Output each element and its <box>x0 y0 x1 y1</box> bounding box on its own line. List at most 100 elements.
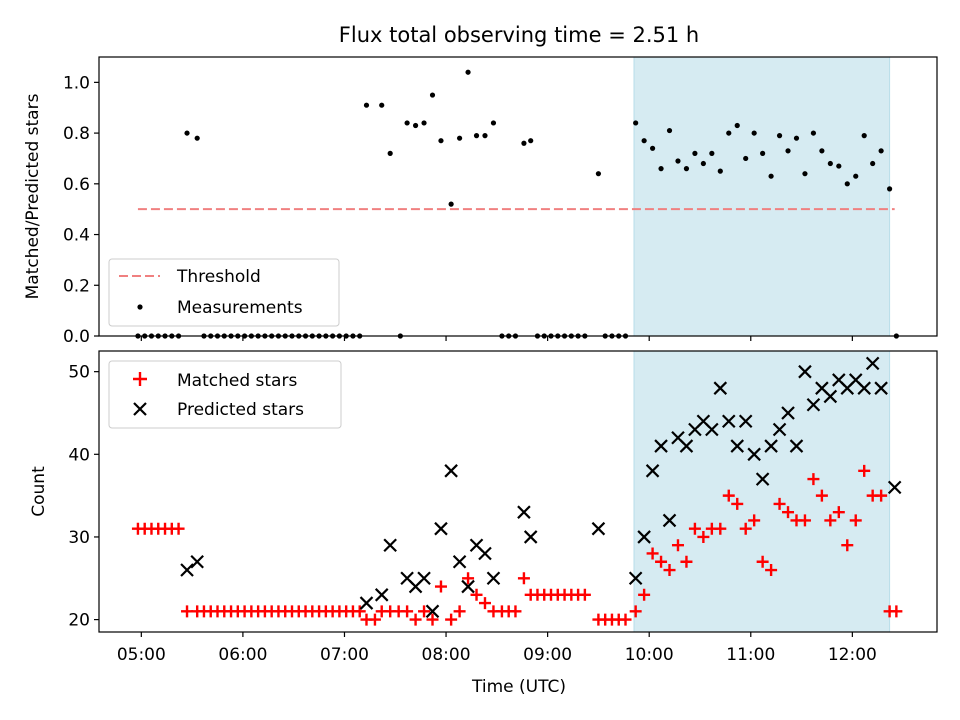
matched-star-point <box>646 547 659 560</box>
matched-star-point <box>722 489 735 502</box>
matched-star-point <box>765 564 778 577</box>
predicted-star-point <box>628 571 643 586</box>
y-tick-label: 0.2 <box>63 276 90 296</box>
y-ticks-top: 0.0 0.2 0.4 0.6 0.8 1.0 <box>63 73 99 347</box>
matched-star-point <box>798 514 811 527</box>
predicted-star-point <box>434 521 448 536</box>
matched-star-point <box>663 564 676 577</box>
y-tick-label: 0.0 <box>63 327 90 347</box>
matched-star-point <box>517 572 530 585</box>
y-tick-label: 40 <box>68 445 90 465</box>
predicted-star-point <box>713 381 728 395</box>
legend-predicted-label: Predicted stars <box>177 400 304 420</box>
predicted-star-point <box>806 397 821 412</box>
predicted-star-point <box>374 588 389 602</box>
measurement-point <box>482 133 488 139</box>
legend-measurements-swatch <box>137 304 143 310</box>
predicted-star-point <box>747 447 761 462</box>
measurement-point <box>649 145 656 151</box>
measurement-point <box>412 122 419 129</box>
predicted-star-point <box>425 604 440 619</box>
measurement-point <box>836 163 842 169</box>
matched-star-point <box>453 605 466 618</box>
matched-star-point <box>401 605 414 618</box>
observing-window-shade-top <box>633 56 891 337</box>
predicted-star-point <box>645 464 660 478</box>
matched-star-point <box>731 497 744 510</box>
matched-star-point <box>782 506 795 519</box>
matched-star-point <box>688 522 701 535</box>
predicted-star-point <box>679 439 694 453</box>
measurement-point <box>853 173 859 179</box>
predicted-star-point <box>637 530 651 544</box>
measurement-point <box>827 160 833 167</box>
matched-star-point <box>773 497 786 510</box>
measurement-point <box>785 148 791 154</box>
x-tick-label: 06:00 <box>218 645 267 665</box>
measurement-point <box>768 173 774 179</box>
matched-star-point <box>578 588 591 601</box>
count-legend: Matched stars Predicted stars <box>108 360 342 429</box>
predicted-star-point <box>857 381 871 395</box>
measurement-point <box>363 102 370 108</box>
observing-window-shade-bottom <box>633 350 891 633</box>
measurement-point <box>734 122 740 129</box>
predicted-star-point <box>772 422 787 437</box>
ratio-y-axis-label: Matched/Predicted stars <box>23 93 43 299</box>
measurement-point <box>521 140 527 146</box>
matched-star-point <box>849 514 862 527</box>
measurement-point <box>793 135 800 141</box>
legend-threshold-label: Threshold <box>176 267 261 287</box>
matched-star-point <box>655 555 668 568</box>
measurement-point <box>456 135 463 141</box>
matched-star-point <box>426 613 439 626</box>
x-tick-label: 07:00 <box>320 645 369 665</box>
measurement-point <box>878 148 884 154</box>
measurement-point <box>473 133 480 139</box>
predicted-star-point <box>721 414 736 429</box>
predicted-star-point <box>180 563 194 577</box>
measurement-point <box>184 130 190 136</box>
matched-star-point <box>841 539 854 552</box>
legend-matched-swatch <box>133 372 147 386</box>
y-tick-label: 50 <box>68 363 90 383</box>
measurement-point <box>379 102 385 108</box>
matched-star-point <box>638 588 651 601</box>
x-tick-label: 09:00 <box>523 645 572 665</box>
matched-star-point <box>807 473 820 486</box>
count-legend-box <box>108 360 342 429</box>
measurement-point <box>810 130 817 136</box>
measurement-point <box>658 166 664 172</box>
matched-star-point <box>824 514 837 527</box>
predicted-star-point <box>461 579 475 594</box>
matched-star-point <box>619 613 632 626</box>
y-tick-label: 30 <box>68 528 90 548</box>
matched-star-point <box>714 522 727 535</box>
matched-star-point <box>629 605 642 618</box>
matched-star-points <box>131 464 903 626</box>
matched-star-point <box>509 605 522 618</box>
x-tick-label: 05:00 <box>117 645 166 665</box>
matched-star-point <box>181 605 194 618</box>
predicted-star-point <box>730 439 745 453</box>
measurement-point <box>429 92 436 98</box>
ratio-panel-frame <box>98 56 938 337</box>
matched-star-point <box>739 522 752 535</box>
matched-star-point <box>470 588 483 601</box>
count-y-axis-label: Count <box>29 466 49 517</box>
predicted-star-point <box>738 414 753 429</box>
matched-star-point <box>832 506 845 519</box>
measurement-point <box>844 181 850 187</box>
matched-star-point <box>858 464 871 477</box>
x-tick-label: 10:00 <box>625 645 674 665</box>
measurement-point <box>675 158 681 164</box>
measurement-point <box>387 150 393 156</box>
predicted-star-point <box>417 571 431 586</box>
predicted-star-point <box>654 439 668 453</box>
matched-star-point <box>172 522 185 535</box>
matched-star-point <box>445 613 458 626</box>
chart-title: Flux total observing time = 2.51 h <box>339 23 699 47</box>
matched-star-point <box>680 555 693 568</box>
predicted-star-point <box>517 505 531 519</box>
